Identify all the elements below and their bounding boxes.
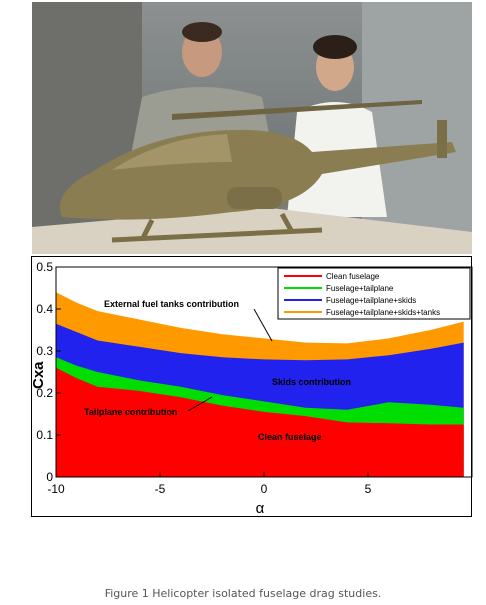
- legend-label-1: Fuselage+tailplane: [326, 284, 394, 293]
- x-tick-label-1: -5: [155, 482, 166, 496]
- y-tick-label-2: 0.2: [36, 386, 53, 400]
- drag-chart: 0 0.1 0.2 0.3 0.4 0.5 -10 -5 0 5 Cxa α Clean fuse…: [30, 256, 473, 517]
- annotation-tailplane-pointer: [187, 396, 213, 412]
- legend-label-3: Fuselage+tailplane+skids+tanks: [326, 308, 440, 317]
- helicopter-model-photo: [32, 2, 472, 254]
- figure-caption: Figure 1 Helicopter isolated fuselage dr…: [104, 587, 382, 600]
- y-axis-label: Cxa: [32, 361, 47, 389]
- helicopter-model: [60, 100, 456, 243]
- annotation-skids: Skids contribution: [272, 377, 351, 387]
- legend-label-0: Clean fuselage: [326, 272, 380, 281]
- photo-illustration: [32, 2, 472, 254]
- y-tick-label-3: 0.3: [36, 344, 53, 358]
- x-tick-label-2: 0: [261, 482, 268, 496]
- y-tick-label-4: 0.4: [36, 302, 53, 316]
- y-tick-label-0: 0: [46, 470, 53, 484]
- legend-label-2: Fuselage+tailplane+skids: [326, 296, 416, 305]
- annotation-tanks: External fuel tanks contribution: [104, 299, 239, 309]
- annotation-clean: Clean fuselage: [258, 432, 322, 442]
- x-axis-label: α: [256, 500, 265, 517]
- chart-canvas: 0 0.1 0.2 0.3 0.4 0.5 -10 -5 0 5 Cxa α Clean fuse…: [30, 260, 473, 517]
- annotation-tanks-pointer: [253, 308, 273, 342]
- x-tick-label-3: 5: [365, 482, 372, 496]
- annotation-tailplane: Tailplane contribution: [84, 407, 177, 417]
- area-series-0: [56, 367, 464, 477]
- area-series-layer: [56, 292, 464, 477]
- tick-layer: 0 0.1 0.2 0.3 0.4 0.5 -10 -5 0 5: [36, 260, 371, 496]
- y-tick-label-5: 0.5: [36, 260, 53, 274]
- legend-items: Clean fuselage Fuselage+tailplane Fuselage…: [284, 272, 440, 317]
- legend: Clean fuselage Fuselage+tailplane Fuselage…: [277, 267, 471, 320]
- y-tick-label-1: 0.1: [36, 428, 53, 442]
- x-tick-label-0: -10: [47, 482, 65, 496]
